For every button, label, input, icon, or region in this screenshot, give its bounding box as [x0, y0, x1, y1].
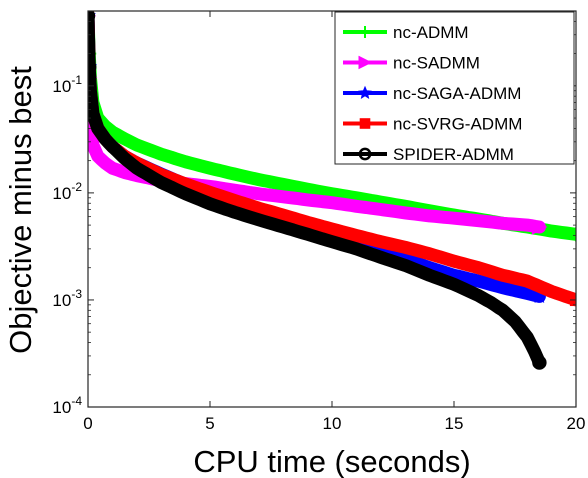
legend-label: nc-SVRG-ADMM: [393, 115, 522, 134]
y-tick-exponent: -2: [71, 180, 82, 194]
series-layer: [88, 11, 576, 370]
legend-label: nc-SAGA-ADMM: [393, 84, 521, 103]
x-tick-label: 0: [83, 414, 92, 433]
legend-item: nc-SAGA-ADMM: [343, 84, 521, 103]
legend-item: nc-ADMM: [343, 23, 469, 42]
legend-label: nc-ADMM: [393, 23, 469, 42]
y-tick-exponent: -1: [71, 73, 82, 87]
series-spider-admm: [88, 11, 547, 370]
legend-marker: [358, 55, 373, 70]
y-tick-label: 10-3: [52, 287, 82, 310]
data-point: [569, 227, 576, 242]
y-tick-label: 10-4: [52, 394, 82, 417]
legend-item: SPIDER-ADMM: [343, 145, 514, 164]
legend-marker: [358, 147, 372, 161]
legend: nc-ADMM nc-SADMM nc-SAGA-ADMM nc-SVRG-ADMM S…: [334, 11, 575, 165]
data-point: [88, 59, 97, 75]
data-point: [532, 355, 547, 370]
legend-item: nc-SVRG-ADMM: [343, 115, 522, 134]
x-tick-label: 5: [205, 414, 214, 433]
legend-item: nc-SADMM: [343, 54, 480, 73]
series-line: [88, 15, 541, 364]
x-axis-label: CPU time (seconds): [193, 444, 470, 478]
legend-label: SPIDER-ADMM: [393, 145, 514, 164]
legend-box: [334, 11, 575, 165]
y-tick-base: 10: [52, 291, 71, 310]
legend-marker: [359, 26, 371, 38]
x-tick-label: 10: [323, 414, 342, 433]
data-point: [531, 219, 548, 235]
y-tick-exponent: -4: [71, 394, 82, 408]
y-tick-base: 10: [52, 77, 71, 96]
y-tick-exponent: -3: [71, 287, 82, 301]
x-tick-label: 20: [567, 414, 586, 433]
y-axis-label: Objective minus best: [3, 66, 38, 354]
legend-label: nc-SADMM: [393, 54, 480, 73]
legend-marker: [358, 85, 372, 99]
y-tick-label: 10-1: [52, 73, 82, 96]
x-tick-label: 15: [445, 414, 464, 433]
y-tick-base: 10: [52, 184, 71, 203]
legend-marker: [359, 118, 371, 129]
y-tick-label: 10-2: [52, 180, 82, 203]
y-tick-base: 10: [52, 398, 71, 417]
